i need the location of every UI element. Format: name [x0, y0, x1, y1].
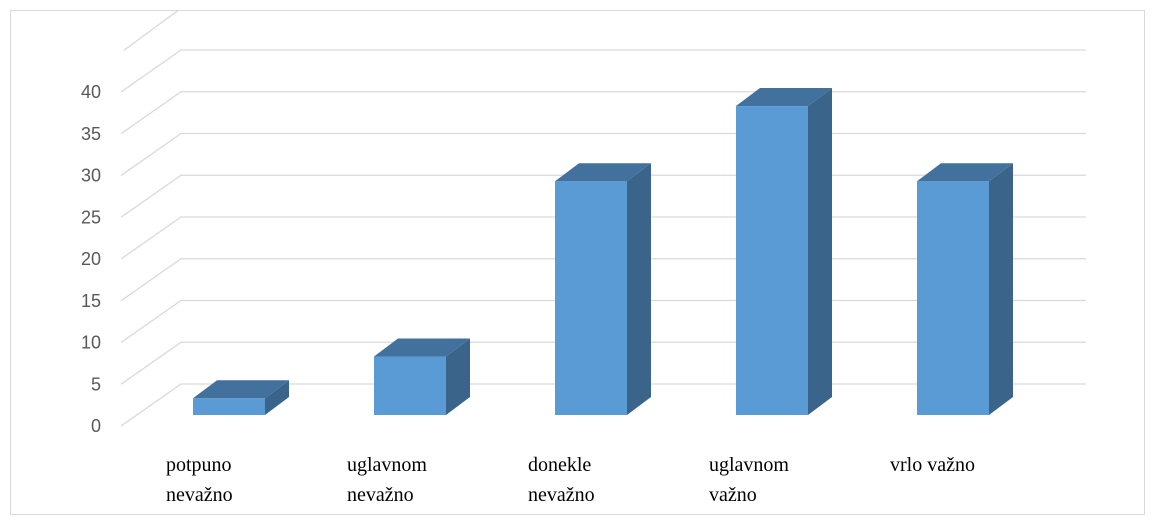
x-category-label-line: vrlo važno: [890, 454, 975, 476]
y-tick-label: 10: [81, 333, 101, 353]
bar-front: [736, 106, 808, 416]
bar: [374, 338, 470, 415]
bar-front: [917, 181, 989, 415]
bar-side: [808, 88, 832, 416]
bar-front: [193, 398, 265, 415]
x-category-label-line: uglavnom: [347, 454, 427, 476]
bar-side: [989, 163, 1013, 415]
x-category-label-line: potpuno: [166, 454, 232, 476]
x-category-label: donekle nevažno: [528, 454, 595, 506]
x-category-label: uglavnom važno: [709, 454, 789, 506]
y-tick-label: 40: [81, 82, 101, 102]
x-category-label: vrlo važno: [890, 454, 975, 476]
bar-top: [193, 380, 289, 399]
bar-side: [446, 338, 470, 415]
bar-chart: 0 5 10 15 20 25 30 35 40 potpuno nevažno uglavnom n…: [81, 11, 1086, 506]
y-tick-label: 30: [81, 166, 101, 186]
gridline: [120, 49, 1086, 93]
y-axis-tick-labels: 0 5 10 15 20 25 30 35 40: [81, 82, 101, 436]
bar: [193, 380, 289, 415]
chart-frame: 0 5 10 15 20 25 30 35 40 potpuno nevažno uglavnom n…: [10, 10, 1145, 515]
bar: [555, 163, 651, 415]
bar-top: [917, 163, 1013, 182]
bar-top: [555, 163, 651, 182]
bar-top: [736, 88, 832, 107]
x-category-label-line: uglavnom: [709, 454, 789, 476]
bar-side: [265, 380, 289, 415]
bars: [193, 88, 1013, 416]
x-category-label: uglavnom nevažno: [347, 454, 427, 506]
gridlines: [120, 11, 1086, 427]
x-category-label-line: nevažno: [166, 484, 233, 506]
x-category-label: potpuno nevažno: [166, 454, 233, 506]
bar: [736, 88, 832, 416]
y-tick-label: 15: [81, 291, 101, 311]
bar-top: [374, 338, 470, 357]
bar-front: [555, 181, 627, 415]
gridline: [120, 91, 1086, 135]
x-axis-category-labels: potpuno nevažno uglavnom nevažno donekle neva…: [166, 454, 975, 506]
bar-front: [374, 356, 446, 415]
y-tick-label: 0: [91, 416, 101, 436]
x-category-label-line: nevažno: [528, 484, 595, 506]
y-tick-label: 35: [81, 124, 101, 144]
x-category-label-line: važno: [709, 484, 757, 506]
y-tick-label: 25: [81, 207, 101, 227]
bar: [917, 163, 1013, 415]
gridline: [123, 11, 179, 51]
x-category-label-line: donekle: [528, 454, 591, 476]
y-tick-label: 20: [81, 249, 101, 269]
y-tick-label: 5: [91, 374, 101, 394]
x-category-label-line: nevažno: [347, 484, 414, 506]
bar-side: [627, 163, 651, 415]
